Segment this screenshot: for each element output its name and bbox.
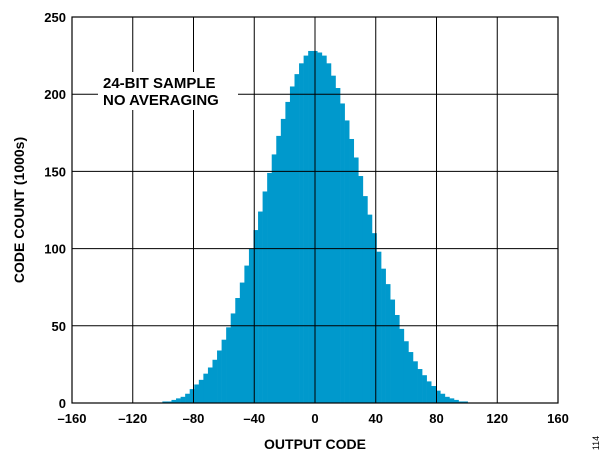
histogram-bar <box>262 191 268 403</box>
histogram-bar <box>207 367 213 403</box>
histogram-bar <box>166 401 172 403</box>
histogram-bar <box>226 327 232 403</box>
histogram-bar <box>371 233 377 403</box>
histogram-bar <box>390 299 396 403</box>
x-tick-label: 120 <box>486 411 508 426</box>
histogram-bar <box>176 398 181 403</box>
histogram-bar <box>271 154 277 403</box>
histogram-bar <box>435 390 441 403</box>
histogram-bar <box>449 398 455 403</box>
histogram-bar <box>185 393 191 403</box>
histogram-bar <box>276 135 282 403</box>
x-tick-label: 40 <box>369 411 383 426</box>
histogram-bar <box>403 341 409 403</box>
histogram-bar <box>317 52 323 403</box>
histogram-bar <box>335 88 341 404</box>
histogram-bar <box>417 369 423 403</box>
y-tick-label: 0 <box>59 396 66 411</box>
histogram-bars <box>162 50 468 404</box>
histogram-bar <box>258 211 263 403</box>
histogram-bar <box>162 401 168 403</box>
histogram-bar <box>244 265 250 403</box>
y-tick-label: 250 <box>44 10 66 25</box>
histogram-bar <box>394 314 400 403</box>
histogram-bar <box>212 359 218 403</box>
histogram-bar <box>344 120 350 403</box>
histogram-bar <box>299 63 304 403</box>
histogram-bar <box>230 313 236 403</box>
x-axis-label: OUTPUT CODE <box>264 436 366 452</box>
histogram-bar <box>180 396 186 403</box>
histogram-bar <box>326 63 332 403</box>
x-tick-label: –160 <box>58 411 87 426</box>
histogram-bar <box>239 282 245 403</box>
y-tick-label: 50 <box>52 319 66 334</box>
histogram-bar <box>431 386 437 403</box>
x-tick-label: 80 <box>429 411 443 426</box>
histogram-bar <box>198 379 204 403</box>
histogram-bar <box>362 196 368 403</box>
histogram-bar <box>340 103 345 404</box>
histogram-bar <box>408 352 414 403</box>
histogram-bar <box>353 157 359 403</box>
x-tick-labels: –160 –120 –80 –40 0 40 80 120 160 <box>58 411 569 426</box>
y-tick-label: 200 <box>44 87 66 102</box>
y-tick-label: 150 <box>44 164 66 179</box>
annotation-background <box>98 72 238 110</box>
histogram-bar <box>458 401 464 403</box>
annotation-line-1: 24-BIT SAMPLE <box>103 75 216 92</box>
histogram-bar <box>440 393 446 403</box>
y-tick-labels: 0 50 100 150 200 250 <box>44 10 66 411</box>
histogram-bar <box>294 74 300 403</box>
x-tick-label: 0 <box>311 411 318 426</box>
y-axis-label: CODE COUNT (1000s) <box>11 137 27 283</box>
histogram-bar <box>358 176 364 403</box>
histogram-bar <box>303 55 309 403</box>
histogram-bar <box>285 101 291 404</box>
histogram-bar <box>330 75 336 404</box>
histogram-bar <box>381 268 386 403</box>
histogram-bar <box>221 339 227 403</box>
x-tick-label: –120 <box>118 411 147 426</box>
histogram-bar <box>376 251 382 403</box>
plot-border <box>71 16 559 404</box>
histogram-bar <box>217 350 222 403</box>
histogram-bar <box>444 396 450 403</box>
histogram-bar <box>308 50 314 403</box>
histogram-bar <box>367 214 373 403</box>
histogram-bar <box>463 401 468 403</box>
y-tick-label: 100 <box>44 242 66 257</box>
histogram-bar <box>412 361 418 403</box>
histogram-bar <box>453 399 459 403</box>
histogram-bar <box>171 399 177 403</box>
histogram-bar <box>289 86 295 403</box>
histogram-bar <box>321 55 327 403</box>
histogram-bar <box>267 172 273 403</box>
histogram-bar <box>280 118 286 404</box>
histogram-bar <box>253 230 259 403</box>
x-tick-label: 160 <box>547 411 569 426</box>
histogram-bar <box>422 375 427 403</box>
x-tick-label: –80 <box>183 411 205 426</box>
histogram-bar <box>189 389 195 403</box>
histogram-bar <box>194 384 200 403</box>
annotation-line-2: NO AVERAGING <box>103 92 219 109</box>
histogram-bar <box>385 284 391 403</box>
histogram-bar <box>399 328 405 403</box>
figure-id: 114 <box>591 436 601 450</box>
histogram-bar <box>235 298 241 403</box>
x-tick-label: –40 <box>243 411 265 426</box>
histogram-bar <box>426 381 432 403</box>
histogram-bar <box>203 373 209 403</box>
histogram-bar <box>349 138 355 404</box>
